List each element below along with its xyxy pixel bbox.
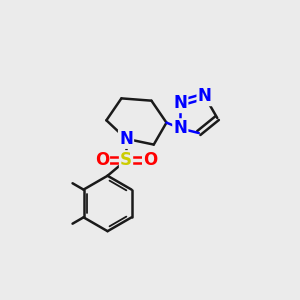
Text: O: O	[95, 151, 109, 169]
Text: N: N	[173, 94, 187, 112]
Text: S: S	[120, 151, 132, 169]
Text: N: N	[198, 87, 212, 105]
Text: N: N	[173, 119, 187, 137]
Text: N: N	[119, 130, 133, 148]
Text: O: O	[143, 151, 158, 169]
